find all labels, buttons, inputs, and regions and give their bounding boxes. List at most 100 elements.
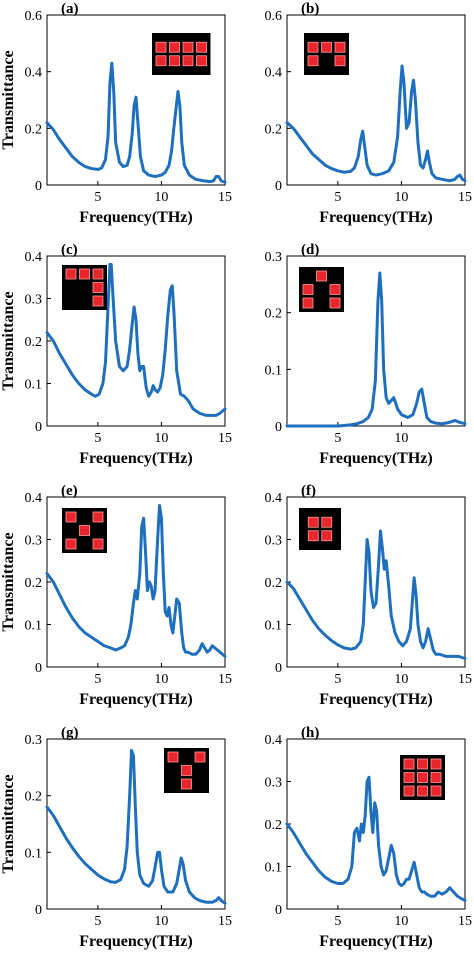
inset-cell — [92, 295, 104, 307]
inset-cell — [307, 41, 319, 53]
x-tick-label: 5 — [94, 914, 101, 929]
inset-cell — [307, 55, 319, 67]
inset-cell — [182, 41, 194, 53]
inset-pattern — [62, 265, 107, 310]
panel-label: (e) — [61, 483, 78, 499]
panel-label: (h) — [301, 725, 319, 741]
y-axis-label: Transmittance — [0, 50, 17, 149]
inset-pattern — [304, 33, 349, 75]
x-tick-label: 5 — [334, 672, 341, 687]
y-axis-label: Transmittance — [0, 532, 17, 631]
inset-cell — [334, 55, 346, 67]
x-tick-label: 10 — [394, 190, 408, 205]
inset-cell — [403, 758, 415, 770]
panel-5: 5 10 15 0 0.1 0.2 0.3 0.4 Frequency(THz) Transmit… — [0, 483, 232, 708]
panel-8: 5 10 15 0 0.1 0.2 0.3 0.4 Frequency(THz) (h) — [265, 725, 473, 950]
y-tick-label: 0.2 — [25, 790, 43, 805]
y-tick-label: 0.3 — [25, 534, 43, 549]
inset-background — [304, 33, 349, 75]
inset-cell — [321, 516, 333, 528]
inset-cell — [92, 268, 104, 280]
inset-cell — [302, 297, 314, 309]
y-tick-label: 0 — [35, 179, 42, 194]
y-tick-label: 0 — [275, 179, 282, 194]
inset-cell — [334, 41, 346, 53]
x-tick-label: 15 — [458, 190, 472, 205]
y-tick-label: 0.1 — [25, 378, 43, 393]
y-tick-label: 0 — [35, 420, 42, 435]
y-tick-label: 0.2 — [265, 122, 283, 137]
y-tick-label: 0.2 — [25, 576, 43, 591]
y-tick-label: 0.6 — [25, 9, 43, 24]
inset-pattern — [299, 508, 341, 550]
panel-6: 5 10 15 0 0.1 0.2 0.3 0.4 Frequency(THz) (f) — [265, 483, 473, 708]
x-tick-label: 5 — [334, 914, 341, 929]
inset-pattern — [152, 33, 211, 75]
inset-cell — [417, 785, 428, 797]
inset-cell — [430, 772, 442, 783]
x-axis-label: Frequency(THz) — [319, 933, 432, 950]
series-line — [45, 61, 227, 184]
inset-pattern — [400, 755, 445, 800]
y-tick-label: 0.2 — [265, 307, 283, 322]
x-tick-label: 10 — [154, 431, 168, 446]
y-tick-label: 0.3 — [265, 776, 283, 791]
y-tick-label: 0.4 — [25, 250, 43, 265]
inset-cell — [403, 785, 415, 797]
x-tick-label: 10 — [394, 431, 408, 446]
inset-cell — [196, 41, 207, 53]
plot-frame — [286, 255, 466, 427]
inset-cell — [92, 511, 104, 523]
inset-cell — [302, 284, 314, 295]
series-line — [45, 263, 227, 417]
series-line — [45, 748, 227, 905]
x-tick-label: 5 — [334, 431, 341, 446]
panel-label: (b) — [301, 1, 319, 17]
panel-2: 5 10 15 0 0.2 0.4 0.6 Frequency(THz) (b) — [265, 1, 473, 226]
inset-cell — [430, 758, 442, 770]
plot-frame — [286, 14, 466, 186]
series-line — [285, 529, 467, 660]
x-tick-label: 10 — [154, 672, 168, 687]
panel-1: 5 10 15 0 0.2 0.4 0.6 Frequency(THz) Transmittan… — [0, 1, 232, 226]
y-tick-label: 0.4 — [25, 491, 43, 506]
inset-cell — [167, 751, 179, 763]
x-tick-label: 5 — [94, 672, 101, 687]
x-tick-label: 15 — [218, 914, 232, 929]
y-tick-label: 0.4 — [265, 733, 283, 748]
inset-cell — [182, 55, 194, 67]
y-tick-label: 0.1 — [25, 846, 43, 861]
x-tick-label: 10 — [394, 914, 408, 929]
inset-cell — [169, 55, 180, 67]
y-tick-label: 0.2 — [265, 818, 283, 833]
inset-cell — [79, 525, 90, 536]
x-tick-label: 15 — [218, 190, 232, 205]
y-tick-label: 0.1 — [25, 619, 43, 634]
y-tick-label: 0 — [35, 661, 42, 676]
inset-cell — [403, 772, 415, 783]
y-tick-label: 0.4 — [25, 66, 43, 81]
inset-cell — [307, 530, 319, 542]
x-axis-label: Frequency(THz) — [79, 209, 192, 226]
inset-background — [152, 33, 211, 75]
series-line — [285, 775, 467, 902]
y-tick-label: 0.3 — [25, 733, 43, 748]
inset-cell — [169, 41, 180, 53]
inset-cell — [329, 284, 341, 295]
y-tick-label: 0.1 — [265, 619, 283, 634]
inset-cell — [92, 538, 104, 550]
inset-cell — [307, 516, 319, 528]
y-tick-label: 0.1 — [265, 363, 283, 378]
y-tick-label: 0.6 — [265, 9, 283, 24]
y-tick-label: 0.4 — [265, 491, 283, 506]
x-tick-label: 10 — [154, 190, 168, 205]
panel-3: 5 10 15 0 0.1 0.2 0.3 0.4 Frequency(THz) Transmit… — [0, 242, 232, 467]
panel-label: (d) — [301, 242, 319, 258]
y-axis-label: Transmittance — [0, 774, 17, 873]
y-tick-label: 0.2 — [25, 335, 43, 350]
panel-label: (c) — [61, 242, 78, 258]
x-tick-label: 15 — [218, 672, 232, 687]
inset-cell — [316, 270, 327, 282]
inset-cell — [321, 41, 332, 53]
